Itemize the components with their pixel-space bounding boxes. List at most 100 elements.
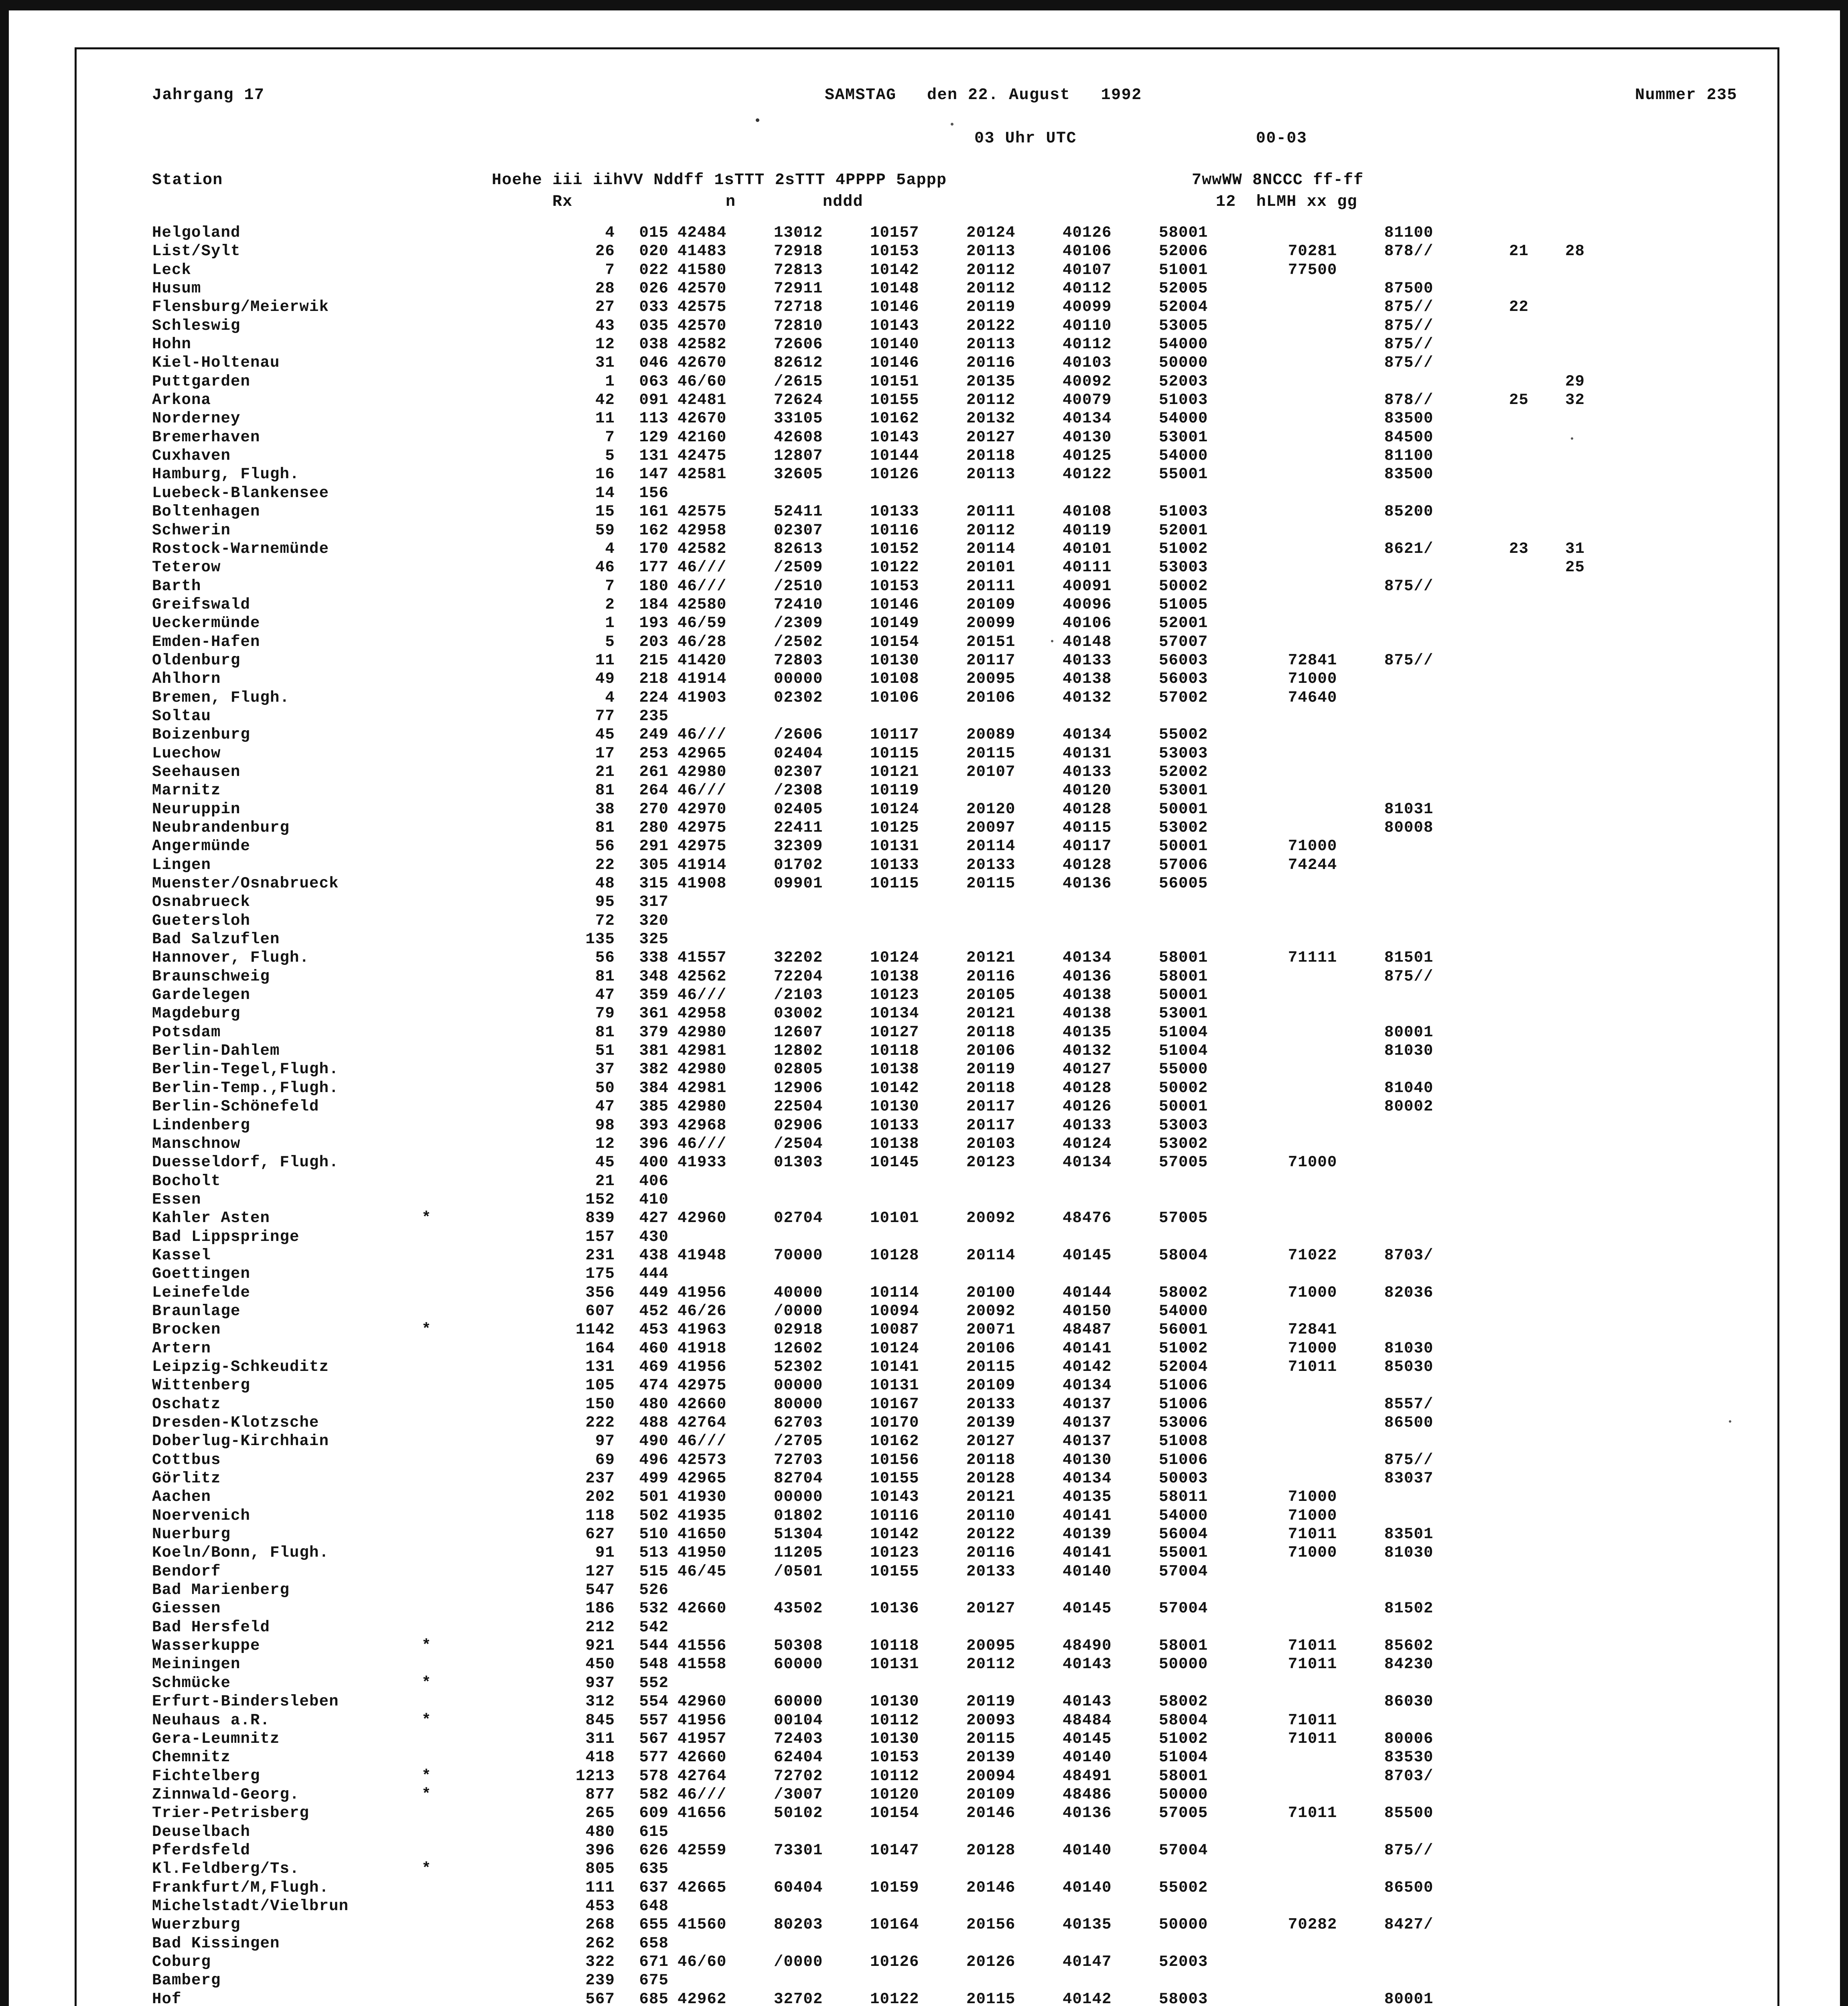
station-height: 152 (585, 1190, 615, 1208)
group-nddff: 72718 (774, 298, 823, 316)
group-7wwww: 70281 (1288, 242, 1337, 260)
station-index: 567 (639, 1730, 669, 1748)
group-5appp: 57006 (1159, 856, 1208, 874)
stray-dot-artifact (756, 118, 759, 122)
table-row: Muenster/Osnabrueck 48 315 41908 09901 10115 2… (125, 874, 1744, 893)
station-index: 427 (639, 1209, 669, 1227)
group-1sttt: 10130 (870, 1098, 919, 1116)
scan-speckle (951, 123, 953, 126)
group-1sttt: 10143 (870, 428, 919, 446)
group-5appp: 51006 (1159, 1377, 1208, 1395)
group-1sttt: 10146 (870, 595, 919, 613)
station-index: 361 (639, 1005, 669, 1023)
group-nddff: 00000 (774, 1488, 823, 1506)
group-4pppp: 40135 (1063, 1916, 1112, 1934)
group-1sttt: 10143 (870, 317, 919, 335)
group-iihvv: 42575 (678, 503, 727, 521)
table-row: Bad Lippspringe 157 430 (125, 1228, 1744, 1246)
station-height: 1 (605, 614, 615, 632)
group-iihvv: 41933 (678, 1153, 727, 1172)
station-name: Bad Salzuflen (152, 930, 280, 948)
group-1sttt: 10157 (870, 224, 919, 242)
station-name: Bendorf (152, 1562, 221, 1580)
group-2sttt: 20112 (966, 261, 1016, 279)
table-row: Frankfurt/M,Flugh. 111 637 42665 60404 10159 2… (125, 1878, 1744, 1897)
mountain-station-marker: * (422, 1637, 432, 1655)
group-nddff: 32702 (774, 1990, 823, 2006)
station-name: Berlin-Dahlem (152, 1042, 280, 1060)
group-2sttt: 20121 (966, 1488, 1016, 1506)
group-2sttt: 20122 (966, 1525, 1016, 1543)
station-name: Brocken (152, 1321, 221, 1339)
group-4pppp: 40112 (1063, 335, 1112, 353)
table-row: Hof 567 685 42962 32702 10122 20115 40142 58003 8… (125, 1990, 1744, 2006)
station-index: 384 (639, 1079, 669, 1097)
group-2sttt: 20115 (966, 1730, 1016, 1748)
group-4pppp: 40079 (1063, 391, 1112, 409)
table-row: Ueckermünde 1 193 46/59/2309 10149 20099 40106… (125, 614, 1744, 632)
group-nddff: 43502 (774, 1600, 823, 1618)
gust-gg: 31 (1565, 540, 1585, 558)
group-8nccc: 81100 (1384, 447, 1434, 465)
group-1sttt: 10142 (870, 261, 919, 279)
group-4pppp: 40092 (1063, 372, 1112, 390)
station-index: 449 (639, 1283, 669, 1301)
group-5appp: 57007 (1159, 633, 1208, 651)
group-8nccc: 85500 (1384, 1804, 1434, 1822)
station-index: 033 (639, 298, 669, 316)
station-index: 379 (639, 1023, 669, 1041)
issue-number-label: Nummer 235 (1635, 86, 1737, 104)
group-nddff: 50102 (774, 1804, 823, 1822)
station-height: 1 (605, 372, 615, 390)
station-height: 45 (595, 1153, 615, 1172)
group-nddff: 60404 (774, 1878, 823, 1896)
group-4pppp: 40128 (1063, 856, 1112, 874)
table-row: Bad Kissingen 262 658 (125, 1934, 1744, 1953)
group-nddff: 52302 (774, 1358, 823, 1376)
group-nddff: 03002 (774, 1005, 823, 1023)
group-nddff: 00000 (774, 1377, 823, 1395)
station-height: 56 (595, 837, 615, 855)
station-height: 47 (595, 1098, 615, 1116)
table-row: Chemnitz 418 577 42660 62404 10153 20139 40140 5… (125, 1748, 1744, 1766)
group-1sttt: 10154 (870, 1804, 919, 1822)
group-8nccc: 83500 (1384, 465, 1434, 483)
group-nddff: 50308 (774, 1637, 823, 1655)
group-5appp: 53001 (1159, 428, 1208, 446)
station-index: 510 (639, 1525, 669, 1543)
group-5appp: 51003 (1159, 391, 1208, 409)
group-iihvv: 46/28 (678, 633, 727, 651)
group-iihvv: 41935 (678, 1507, 727, 1525)
station-index: 193 (639, 614, 669, 632)
station-name: Ahlhorn (152, 670, 221, 688)
table-row: Neuruppin 38 270 42970 02405 10124 20120 40128 5… (125, 800, 1744, 818)
station-name: Magdeburg (152, 1005, 241, 1023)
station-index: 488 (639, 1414, 669, 1431)
station-name: Wuerzburg (152, 1916, 241, 1934)
group-2sttt: 20132 (966, 410, 1016, 428)
group-4pppp: 40138 (1063, 986, 1112, 1004)
table-row: Bamberg 239 675 (125, 1971, 1744, 1990)
group-7wwww: 71000 (1288, 1153, 1337, 1172)
group-2sttt: 20117 (966, 1098, 1016, 1116)
station-index: 170 (639, 540, 669, 558)
table-row: Schleswig 43 035 42570 72810 10143 20122 40110 5… (125, 317, 1744, 335)
group-1sttt: 10118 (870, 1637, 919, 1655)
station-index: 046 (639, 354, 669, 372)
group-2sttt: 20112 (966, 280, 1016, 298)
table-row: Cuxhaven 5 131 42475 12807 10144 20118 40125 540… (125, 447, 1744, 465)
group-nddff: 72911 (774, 280, 823, 298)
station-name: Michelstadt/Vielbrun (152, 1897, 349, 1915)
group-iihvv: 42981 (678, 1042, 727, 1060)
station-height: 131 (585, 1358, 615, 1376)
group-5appp: 51005 (1159, 595, 1208, 613)
group-iihvv: 42962 (678, 1990, 727, 2006)
group-iihvv: 42968 (678, 1116, 727, 1134)
group-iihvv: 41918 (678, 1339, 727, 1357)
group-1sttt: 10148 (870, 280, 919, 298)
station-height: 453 (585, 1897, 615, 1915)
station-index: 655 (639, 1916, 669, 1934)
group-iihvv: 42562 (678, 967, 727, 985)
station-height: 21 (595, 763, 615, 781)
table-row: Brocken * 1142 453 41963 02918 10087 20071 48487… (125, 1320, 1744, 1339)
